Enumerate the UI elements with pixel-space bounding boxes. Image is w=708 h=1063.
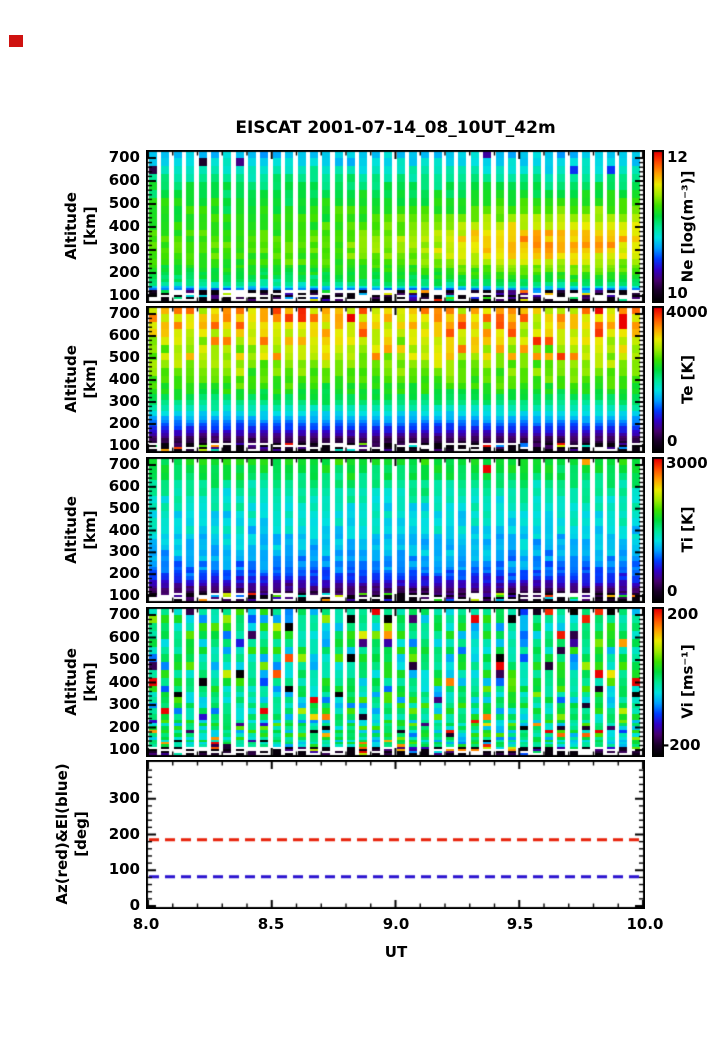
y-tick-label: 100 (108, 436, 140, 454)
y-tick-label: 300 (108, 789, 140, 807)
y-tick-label: 700 (108, 605, 140, 623)
y-tick-label: 100 (108, 286, 140, 304)
colorbar-te (652, 306, 664, 453)
y-tick-label: 500 (108, 194, 140, 212)
ylabel-panel-ti: Altitude [km] (62, 445, 100, 615)
cb-min-label-ne: 10 (667, 284, 688, 302)
y-tick-label: 300 (108, 392, 140, 410)
y-tick-label: 700 (108, 148, 140, 166)
y-tick-label: 0 (129, 896, 140, 914)
cb-unit-label-te: Te [K] (678, 355, 697, 404)
y-tick-label: 400 (108, 370, 140, 388)
heatmap-ti-canvas (146, 457, 645, 603)
y-tick-label: 700 (108, 304, 140, 322)
x-axis-label: UT (384, 943, 408, 961)
y-tick-label: 400 (108, 521, 140, 539)
y-tick-label: 200 (108, 414, 140, 432)
heatmap-ne-canvas (146, 150, 645, 303)
y-tick-label: 200 (108, 263, 140, 281)
heatmap-te-canvas (146, 306, 645, 453)
ylabel-panel-ne: Altitude [km] (62, 141, 100, 311)
ylabel-panel-azel: Az(red)&El(blue) [deg] (53, 734, 91, 934)
cb-min-label-vi: -200 (663, 736, 701, 754)
y-tick-label: 100 (108, 860, 140, 878)
cb-min-label-ti: 0 (667, 582, 678, 600)
ylabel-line1: Altitude (62, 345, 80, 413)
heatmap-vi-canvas (146, 607, 645, 757)
cb-unit-label-ti: Ti [K] (678, 506, 697, 553)
cb-max-label-te: 4000 (666, 303, 708, 321)
colorbar-ne (652, 150, 664, 303)
ylabel-line1: Altitude (62, 192, 80, 260)
page-title: EISCAT 2001-07-14_08_10UT_42m (235, 118, 556, 138)
y-tick-label: 600 (108, 477, 140, 495)
y-tick-label: 600 (108, 628, 140, 646)
azel-line-canvas (146, 760, 645, 909)
cb-max-label-vi: 200 (667, 605, 699, 623)
y-tick-label: 400 (108, 217, 140, 235)
y-tick-label: 600 (108, 171, 140, 189)
ylabel-line2: [deg] (72, 811, 90, 857)
corner-mark (9, 35, 23, 47)
x-tick-label: 10.0 (626, 915, 664, 933)
y-tick-label: 100 (108, 586, 140, 604)
cb-max-label-ne: 12 (667, 148, 688, 166)
y-tick-label: 300 (108, 695, 140, 713)
y-tick-label: 200 (108, 564, 140, 582)
y-tick-label: 300 (108, 542, 140, 560)
x-tick-label: 8.5 (257, 915, 285, 933)
ylabel-line1: Altitude (62, 496, 80, 564)
cb-unit-label-ne: Ne [log(m⁻³)] (678, 170, 697, 283)
colorbar-ti (652, 457, 664, 603)
y-tick-label: 500 (108, 499, 140, 517)
ylabel-panel-te: Altitude [km] (62, 294, 100, 464)
y-tick-label: 200 (108, 718, 140, 736)
cb-min-label-te: 0 (667, 432, 678, 450)
y-tick-label: 300 (108, 240, 140, 258)
y-tick-label: 600 (108, 326, 140, 344)
y-tick-label: 200 (108, 825, 140, 843)
cb-unit-label-vi: Vi [ms⁻¹] (678, 644, 697, 719)
ylabel-line1: Az(red)&El(blue) (53, 763, 71, 905)
cb-max-label-ti: 3000 (666, 454, 708, 472)
y-tick-label: 100 (108, 740, 140, 758)
y-tick-label: 700 (108, 455, 140, 473)
y-tick-label: 400 (108, 673, 140, 691)
x-tick-label: 9.5 (506, 915, 534, 933)
x-tick-label: 8.0 (132, 915, 160, 933)
colorbar-vi (652, 607, 664, 757)
y-tick-label: 500 (108, 348, 140, 366)
y-tick-label: 500 (108, 650, 140, 668)
x-tick-label: 9.0 (382, 915, 410, 933)
